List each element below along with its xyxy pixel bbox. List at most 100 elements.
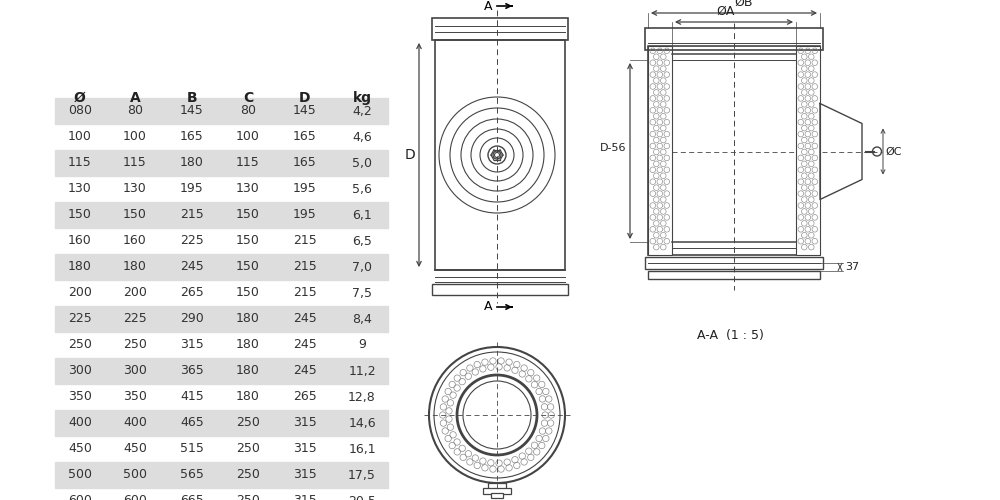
Text: 165: 165 xyxy=(293,156,317,170)
Text: C: C xyxy=(243,91,253,105)
Bar xyxy=(55,150,388,176)
Text: 415: 415 xyxy=(180,390,204,404)
Text: 4,6: 4,6 xyxy=(352,130,372,143)
Text: 245: 245 xyxy=(293,338,317,351)
Bar xyxy=(488,483,506,490)
Text: 195: 195 xyxy=(293,208,317,222)
Text: 195: 195 xyxy=(180,182,204,196)
Bar xyxy=(491,493,503,498)
Text: 365: 365 xyxy=(180,364,204,378)
Text: 14,6: 14,6 xyxy=(348,416,376,430)
Text: 215: 215 xyxy=(180,208,204,222)
Text: 145: 145 xyxy=(293,104,317,118)
Text: ØC: ØC xyxy=(885,146,902,156)
Text: 80: 80 xyxy=(127,104,143,118)
Text: 180: 180 xyxy=(236,390,260,404)
Text: 250: 250 xyxy=(123,338,147,351)
Bar xyxy=(55,98,388,124)
Text: 315: 315 xyxy=(293,416,317,430)
Text: ØA: ØA xyxy=(717,5,735,18)
Text: 300: 300 xyxy=(123,364,147,378)
Text: 600: 600 xyxy=(123,494,147,500)
Text: 180: 180 xyxy=(68,260,92,274)
Bar xyxy=(55,462,388,488)
Text: 145: 145 xyxy=(180,104,204,118)
Bar xyxy=(55,358,388,384)
Text: 080: 080 xyxy=(68,104,92,118)
Text: 160: 160 xyxy=(123,234,147,248)
Text: 225: 225 xyxy=(68,312,92,326)
Text: 20,5: 20,5 xyxy=(348,494,376,500)
Text: D: D xyxy=(405,148,415,162)
Text: 450: 450 xyxy=(68,442,92,456)
Text: 165: 165 xyxy=(180,130,204,143)
Text: 4,2: 4,2 xyxy=(352,104,372,118)
Text: ØB: ØB xyxy=(735,0,753,9)
Text: 100: 100 xyxy=(123,130,147,143)
Text: 160: 160 xyxy=(68,234,92,248)
Text: 245: 245 xyxy=(293,364,317,378)
Text: 225: 225 xyxy=(180,234,204,248)
Text: 200: 200 xyxy=(68,286,92,300)
Text: 115: 115 xyxy=(68,156,92,170)
Text: 350: 350 xyxy=(68,390,92,404)
Text: 250: 250 xyxy=(236,442,260,456)
Text: 180: 180 xyxy=(236,312,260,326)
Text: 400: 400 xyxy=(68,416,92,430)
Text: 180: 180 xyxy=(236,338,260,351)
Text: 7,5: 7,5 xyxy=(352,286,372,300)
Text: B: B xyxy=(187,91,197,105)
Text: 465: 465 xyxy=(180,416,204,430)
Text: 130: 130 xyxy=(123,182,147,196)
Text: 150: 150 xyxy=(236,208,260,222)
Text: A-A  (1 : 5): A-A (1 : 5) xyxy=(697,328,763,342)
Text: 265: 265 xyxy=(293,390,317,404)
Text: 250: 250 xyxy=(236,494,260,500)
Text: 215: 215 xyxy=(293,286,317,300)
Text: 150: 150 xyxy=(236,260,260,274)
Text: D: D xyxy=(299,91,311,105)
Text: 215: 215 xyxy=(293,260,317,274)
Text: 9: 9 xyxy=(358,338,366,351)
Bar xyxy=(55,410,388,436)
Circle shape xyxy=(429,347,565,483)
Text: 37: 37 xyxy=(845,262,859,272)
Text: 225: 225 xyxy=(123,312,147,326)
Text: 12,8: 12,8 xyxy=(348,390,376,404)
Circle shape xyxy=(457,375,537,455)
Text: Ø: Ø xyxy=(74,91,86,105)
Text: 250: 250 xyxy=(236,468,260,481)
Bar xyxy=(483,488,511,494)
Text: 315: 315 xyxy=(293,468,317,481)
Text: 250: 250 xyxy=(236,416,260,430)
Circle shape xyxy=(463,381,531,449)
Text: 150: 150 xyxy=(236,286,260,300)
Text: 400: 400 xyxy=(123,416,147,430)
Text: 215: 215 xyxy=(293,234,317,248)
Text: 500: 500 xyxy=(68,468,92,481)
Bar xyxy=(648,46,672,255)
Text: 150: 150 xyxy=(123,208,147,222)
Text: 265: 265 xyxy=(180,286,204,300)
Text: 315: 315 xyxy=(293,442,317,456)
Text: 500: 500 xyxy=(123,468,147,481)
Text: 195: 195 xyxy=(293,182,317,196)
Text: 6,5: 6,5 xyxy=(352,234,372,248)
Text: 150: 150 xyxy=(236,234,260,248)
Text: 11,2: 11,2 xyxy=(348,364,376,378)
Text: 315: 315 xyxy=(180,338,204,351)
Text: 665: 665 xyxy=(180,494,204,500)
Bar xyxy=(645,28,823,50)
Text: 130: 130 xyxy=(236,182,260,196)
Text: 250: 250 xyxy=(68,338,92,351)
Text: 5,6: 5,6 xyxy=(352,182,372,196)
Text: kg: kg xyxy=(352,91,372,105)
Bar xyxy=(796,46,820,255)
Text: 300: 300 xyxy=(68,364,92,378)
Text: 16,1: 16,1 xyxy=(348,442,376,456)
Text: 80: 80 xyxy=(240,104,256,118)
Bar xyxy=(432,18,568,40)
Bar xyxy=(648,46,820,255)
Bar xyxy=(645,257,823,269)
Text: 6,1: 6,1 xyxy=(352,208,372,222)
